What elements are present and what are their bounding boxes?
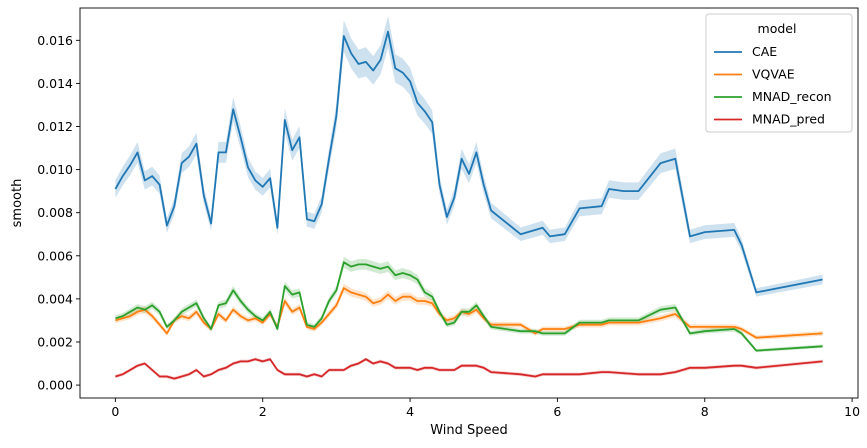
legend-label: CAE	[752, 44, 777, 59]
y-axis-ticks: 0.000 0.002 0.004 0.006 0.008 0.010 0.012 0.014…	[37, 33, 80, 393]
legend-items: CAE VQVAE MNAD_recon MNAD_pred	[714, 44, 832, 127]
y-tick-label: 0.006	[37, 248, 73, 263]
y-tick-label: 0.002	[37, 334, 73, 349]
y-tick-label: 0.010	[37, 162, 73, 177]
y-axis-label: smooth	[10, 179, 25, 228]
x-tick-label: 4	[406, 404, 414, 419]
legend-box	[705, 13, 853, 133]
legend-label: MNAD_pred	[752, 112, 825, 127]
y-tick-label: 0.014	[37, 76, 73, 91]
legend-title: model	[758, 21, 797, 36]
x-tick-label: 8	[701, 404, 709, 419]
y-tick-label: 0.012	[37, 119, 73, 134]
x-axis-ticks: 0 2 4 6 8 10	[111, 398, 860, 419]
x-tick-label: 6	[553, 404, 561, 419]
x-tick-label: 10	[844, 404, 860, 419]
series-line-0	[114, 30, 823, 294]
series-line-3	[115, 358, 823, 380]
legend-label: VQVAE	[752, 67, 795, 82]
x-axis-label: Wind Speed	[430, 423, 508, 438]
series-line-2	[115, 261, 823, 352]
legend: model CAE VQVAE MNAD_recon MNAD_pred	[705, 13, 853, 133]
x-tick-label: 2	[259, 404, 267, 419]
y-tick-label: 0.004	[37, 291, 73, 306]
series-lines	[114, 30, 823, 380]
y-tick-label: 0.000	[37, 378, 73, 393]
plot-frame	[79, 7, 859, 399]
legend-label: MNAD_recon	[752, 89, 832, 104]
y-tick-label: 0.016	[37, 33, 73, 48]
y-tick-label: 0.008	[37, 205, 73, 220]
x-tick-label: 0	[111, 404, 119, 419]
